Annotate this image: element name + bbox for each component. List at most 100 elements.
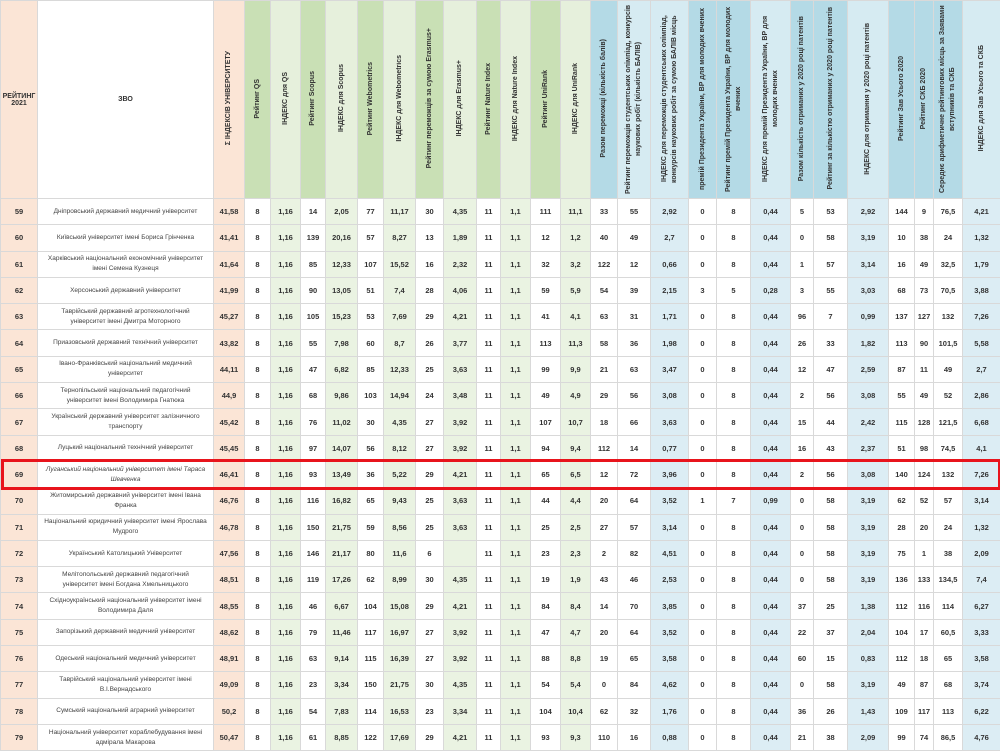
value-cell: 4,06: [443, 276, 477, 305]
value-cell: 2,53: [650, 566, 689, 594]
value-cell: 1,1: [500, 697, 531, 725]
value-cell: 8: [716, 460, 751, 489]
column-header: Рейтинг переможців студентських олімпіад…: [617, 0, 651, 199]
value-cell: 41,64: [213, 250, 245, 278]
value-cell: 2,32: [443, 250, 477, 278]
value-cell: 2,92: [847, 197, 889, 226]
value-cell: 1,1: [500, 513, 531, 541]
value-cell: 38: [914, 224, 934, 252]
value-cell: 85: [357, 355, 384, 384]
value-cell: 0,83: [847, 645, 889, 673]
value-cell: 0,99: [750, 487, 791, 515]
value-cell: 0,77: [650, 434, 689, 462]
university-name-cell: Херсонський державний університет: [37, 276, 214, 305]
value-cell: 0: [790, 671, 814, 699]
value-cell: 90: [300, 276, 326, 305]
value-cell: 1,16: [270, 539, 301, 568]
value-cell: 41,99: [213, 276, 245, 305]
value-cell: 1,16: [270, 671, 301, 699]
column-header: Рейтинг Зав Усього 2020: [888, 0, 915, 199]
value-cell: 1,2: [560, 224, 591, 252]
value-cell: 11,17: [383, 197, 416, 226]
value-cell: 58: [813, 513, 848, 541]
value-cell: 0: [688, 513, 717, 541]
column-header-label: РЕЙТИНГ 2021: [2, 92, 36, 107]
value-cell: 48,55: [213, 592, 245, 620]
value-cell: 0,44: [750, 592, 791, 620]
value-cell: 1,16: [270, 566, 301, 594]
value-cell: 3,63: [443, 355, 477, 384]
value-cell: 8: [244, 513, 271, 541]
value-cell: 3,52: [650, 618, 689, 647]
value-cell: 2,86: [962, 382, 1000, 410]
rank-cell: 59: [0, 197, 38, 226]
rank-cell: 71: [0, 513, 38, 541]
value-cell: 1,16: [270, 408, 301, 436]
column-header-label: Рейтинг UniRank: [541, 69, 549, 128]
university-name-cell: Тернопільський національний педагогічний…: [37, 382, 214, 410]
university-name-cell: Харківський національний економічний уні…: [37, 250, 214, 278]
value-cell: 115: [888, 408, 915, 436]
value-cell: 7,4: [383, 276, 416, 305]
value-cell: 59: [530, 276, 561, 305]
value-cell: 5: [716, 276, 751, 305]
value-cell: 68: [300, 382, 326, 410]
value-cell: 0,44: [750, 566, 791, 594]
value-cell: 1,1: [500, 329, 531, 357]
value-cell: 9,86: [325, 382, 358, 410]
value-cell: 1,1: [500, 645, 531, 673]
column-header: ІНДЕКС для премій Президента України, ВР…: [750, 0, 791, 199]
value-cell: 0,44: [750, 224, 791, 252]
value-cell: 11: [476, 566, 501, 594]
value-cell: 29: [415, 592, 444, 620]
value-cell: 20: [590, 618, 618, 647]
value-cell: 41,41: [213, 224, 245, 252]
value-cell: 8: [716, 697, 751, 725]
university-name-cell: Національний університет кораблебудуванн…: [37, 723, 214, 751]
rank-cell: 67: [0, 408, 38, 436]
value-cell: 6,22: [962, 697, 1000, 725]
value-cell: 5,58: [962, 329, 1000, 357]
value-cell: 128: [914, 408, 934, 436]
value-cell: 8: [244, 408, 271, 436]
value-cell: 48,51: [213, 566, 245, 594]
value-cell: 49: [888, 671, 915, 699]
value-cell: 1,16: [270, 697, 301, 725]
value-cell: 57: [617, 513, 651, 541]
value-cell: 0,44: [750, 408, 791, 436]
value-cell: 0,44: [750, 723, 791, 751]
value-cell: 119: [300, 566, 326, 594]
value-cell: 33: [590, 197, 618, 226]
value-cell: 122: [590, 250, 618, 278]
value-cell: 15,08: [383, 592, 416, 620]
value-cell: 19: [590, 645, 618, 673]
value-cell: 8: [244, 723, 271, 751]
value-cell: 7,69: [383, 303, 416, 331]
value-cell: 3,58: [650, 645, 689, 673]
value-cell: 7,4: [962, 566, 1000, 594]
value-cell: 23: [300, 671, 326, 699]
table-row: 62 Херсонський державний університет 41,99…: [0, 276, 1000, 305]
value-cell: 25: [415, 513, 444, 541]
value-cell: 51: [357, 276, 384, 305]
university-name-cell: Український Католицький Університет: [37, 539, 214, 568]
value-cell: 16: [790, 434, 814, 462]
value-cell: 3,08: [847, 382, 889, 410]
value-cell: 26: [790, 329, 814, 357]
column-header-label: ІНДЕКС для Scopus: [337, 64, 345, 133]
value-cell: 4,1: [560, 303, 591, 331]
value-cell: 23: [415, 697, 444, 725]
value-cell: 22: [790, 618, 814, 647]
university-name-cell: Український державний університет залізн…: [37, 408, 214, 436]
value-cell: 12,33: [325, 250, 358, 278]
value-cell: 14: [590, 592, 618, 620]
value-cell: 11: [476, 697, 501, 725]
value-cell: 43,82: [213, 329, 245, 357]
value-cell: 2,42: [847, 408, 889, 436]
value-cell: 8: [244, 250, 271, 278]
value-cell: 26: [813, 697, 848, 725]
value-cell: 24: [415, 382, 444, 410]
value-cell: 24: [933, 224, 963, 252]
rank-cell: 60: [0, 224, 38, 252]
value-cell: 146: [300, 539, 326, 568]
